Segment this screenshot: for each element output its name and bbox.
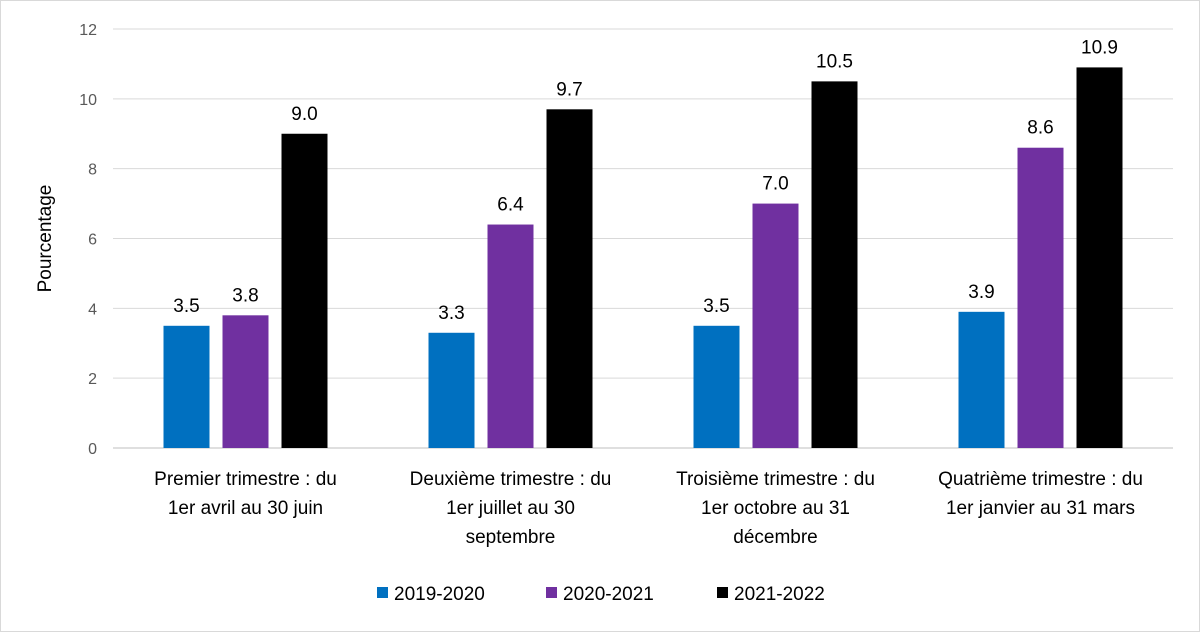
category-label: Deuxième trimestre : du (410, 469, 612, 490)
y-tick-label: 0 (88, 441, 97, 458)
bar-2021-2022-q2 (546, 109, 593, 448)
data-label: 3.9 (968, 282, 994, 303)
data-labels: 3.5 3.8 9.0 3.3 6.4 9.7 3.5 7.0 10.5 3.9 8.6 10.9 (173, 37, 1118, 323)
y-tick-label: 6 (88, 232, 97, 249)
bars (163, 67, 1123, 449)
bar-2019-2020-q1 (163, 325, 210, 448)
data-label: 3.8 (232, 285, 258, 306)
y-tick-label: 4 (88, 301, 97, 318)
data-label: 9.7 (556, 79, 582, 100)
legend-swatch (377, 587, 388, 598)
data-label: 3.3 (438, 303, 464, 324)
legend: 2019-2020 2020-2021 2021-2022 (377, 584, 825, 605)
data-label: 3.5 (703, 296, 729, 317)
bar-2020-2021-q3 (752, 203, 799, 448)
data-label: 9.0 (291, 104, 317, 125)
data-label: 6.4 (497, 195, 524, 216)
y-axis-title: Pourcentage (35, 185, 56, 293)
y-tick-label: 10 (79, 92, 97, 109)
category-label: 1er octobre au 31 (701, 498, 850, 519)
category-label: Quatrième trimestre : du (938, 469, 1143, 490)
bar-2021-2022-q4 (1076, 67, 1123, 449)
legend-label: 2021-2022 (734, 584, 825, 605)
category-label: 1er juillet au 30 (446, 498, 575, 519)
data-label: 10.9 (1081, 37, 1118, 58)
y-tick-label: 8 (88, 162, 97, 179)
category-label: septembre (466, 527, 556, 548)
bar-2019-2020-q3 (693, 325, 740, 448)
bar-2021-2022-q3 (811, 81, 858, 448)
bar-2020-2021-q1 (222, 315, 269, 448)
legend-label: 2019-2020 (394, 584, 485, 605)
data-label: 10.5 (816, 51, 853, 72)
bar-2019-2020-q2 (428, 332, 475, 448)
legend-swatch (546, 587, 557, 598)
bar-2019-2020-q4 (958, 311, 1005, 448)
bar-2020-2021-q4 (1017, 147, 1064, 448)
data-label: 7.0 (762, 174, 788, 195)
legend-label: 2020-2021 (563, 584, 654, 605)
y-tick-label: 2 (88, 371, 97, 388)
legend-swatch (717, 587, 728, 598)
category-label: 1er janvier au 31 mars (946, 498, 1135, 519)
bar-2021-2022-q1 (281, 133, 328, 448)
category-labels: Premier trimestre : du 1er avril au 30 ju… (154, 469, 1143, 548)
y-axis-ticks: 0 2 4 6 8 10 12 (79, 22, 97, 458)
category-label: décembre (733, 527, 818, 548)
category-label: Premier trimestre : du (154, 469, 337, 490)
y-tick-label: 12 (79, 22, 97, 39)
gridlines (113, 28, 1173, 449)
data-label: 3.5 (173, 296, 199, 317)
category-label: 1er avril au 30 juin (168, 498, 323, 519)
bar-2020-2021-q2 (487, 224, 534, 448)
category-label: Troisième trimestre : du (676, 469, 875, 490)
data-label: 8.6 (1027, 118, 1053, 139)
